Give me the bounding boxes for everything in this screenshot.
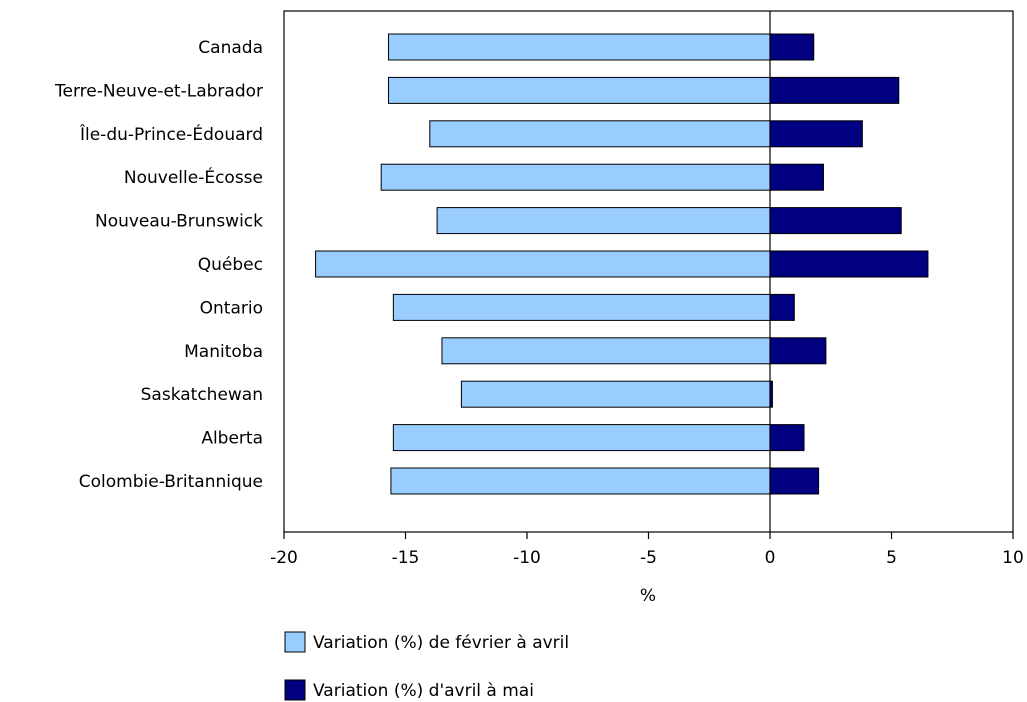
legend: Variation (%) de février à avril Variati… (285, 632, 569, 701)
bar-apr-may (770, 251, 928, 277)
x-tick-label: 0 (765, 548, 776, 568)
bar-apr-may (770, 121, 862, 147)
legend-label-series-2: Variation (%) d'avril à mai (313, 681, 534, 701)
category-labels: Canada Terre-Neuve-et-Labrador Île-du-Prin… (54, 38, 263, 492)
x-tick-label: -15 (392, 548, 420, 568)
bar-apr-may (770, 468, 819, 494)
bar-apr-may (770, 208, 901, 234)
legend-swatch-series-2 (285, 680, 305, 700)
x-axis-ticks: -20 -15 -10 -5 0 5 10 (270, 532, 1024, 568)
bar-feb-apr (391, 468, 770, 494)
bar-feb-apr (430, 121, 770, 147)
bar-apr-may (770, 164, 823, 190)
category-label: Manitoba (184, 342, 263, 362)
legend-label-series-1: Variation (%) de février à avril (313, 633, 569, 653)
bar-apr-may (770, 34, 814, 60)
category-label: Saskatchewan (141, 385, 263, 405)
bar-apr-may (770, 425, 804, 451)
bar-feb-apr (393, 425, 770, 451)
bar-feb-apr (442, 338, 770, 364)
category-label: Terre-Neuve-et-Labrador (54, 81, 263, 101)
bar-feb-apr (316, 251, 770, 277)
bar-apr-may (770, 338, 826, 364)
x-tick-label: -20 (270, 548, 298, 568)
bar-feb-apr (388, 34, 770, 60)
bar-feb-apr (437, 208, 770, 234)
x-tick-label: 5 (886, 548, 897, 568)
x-tick-label: -10 (513, 548, 541, 568)
category-label: Ontario (200, 298, 263, 318)
category-label: Île-du-Prince-Édouard (79, 123, 263, 145)
bar-feb-apr (388, 77, 770, 103)
category-label: Colombie-Britannique (79, 472, 263, 492)
legend-swatch-series-1 (285, 632, 305, 652)
bars-group (316, 34, 928, 494)
category-label: Québec (198, 255, 263, 275)
x-tick-label: -5 (640, 548, 657, 568)
category-label: Alberta (201, 429, 263, 449)
category-label: Canada (198, 38, 263, 58)
x-tick-label: 10 (1002, 548, 1024, 568)
x-axis-label: % (640, 586, 656, 606)
category-label: Nouveau-Brunswick (95, 212, 263, 232)
bar-apr-may (770, 294, 794, 320)
bar-apr-may (770, 77, 899, 103)
bar-feb-apr (381, 164, 770, 190)
category-label: Nouvelle-Écosse (124, 166, 263, 188)
bar-feb-apr (461, 381, 770, 407)
bar-feb-apr (393, 294, 770, 320)
